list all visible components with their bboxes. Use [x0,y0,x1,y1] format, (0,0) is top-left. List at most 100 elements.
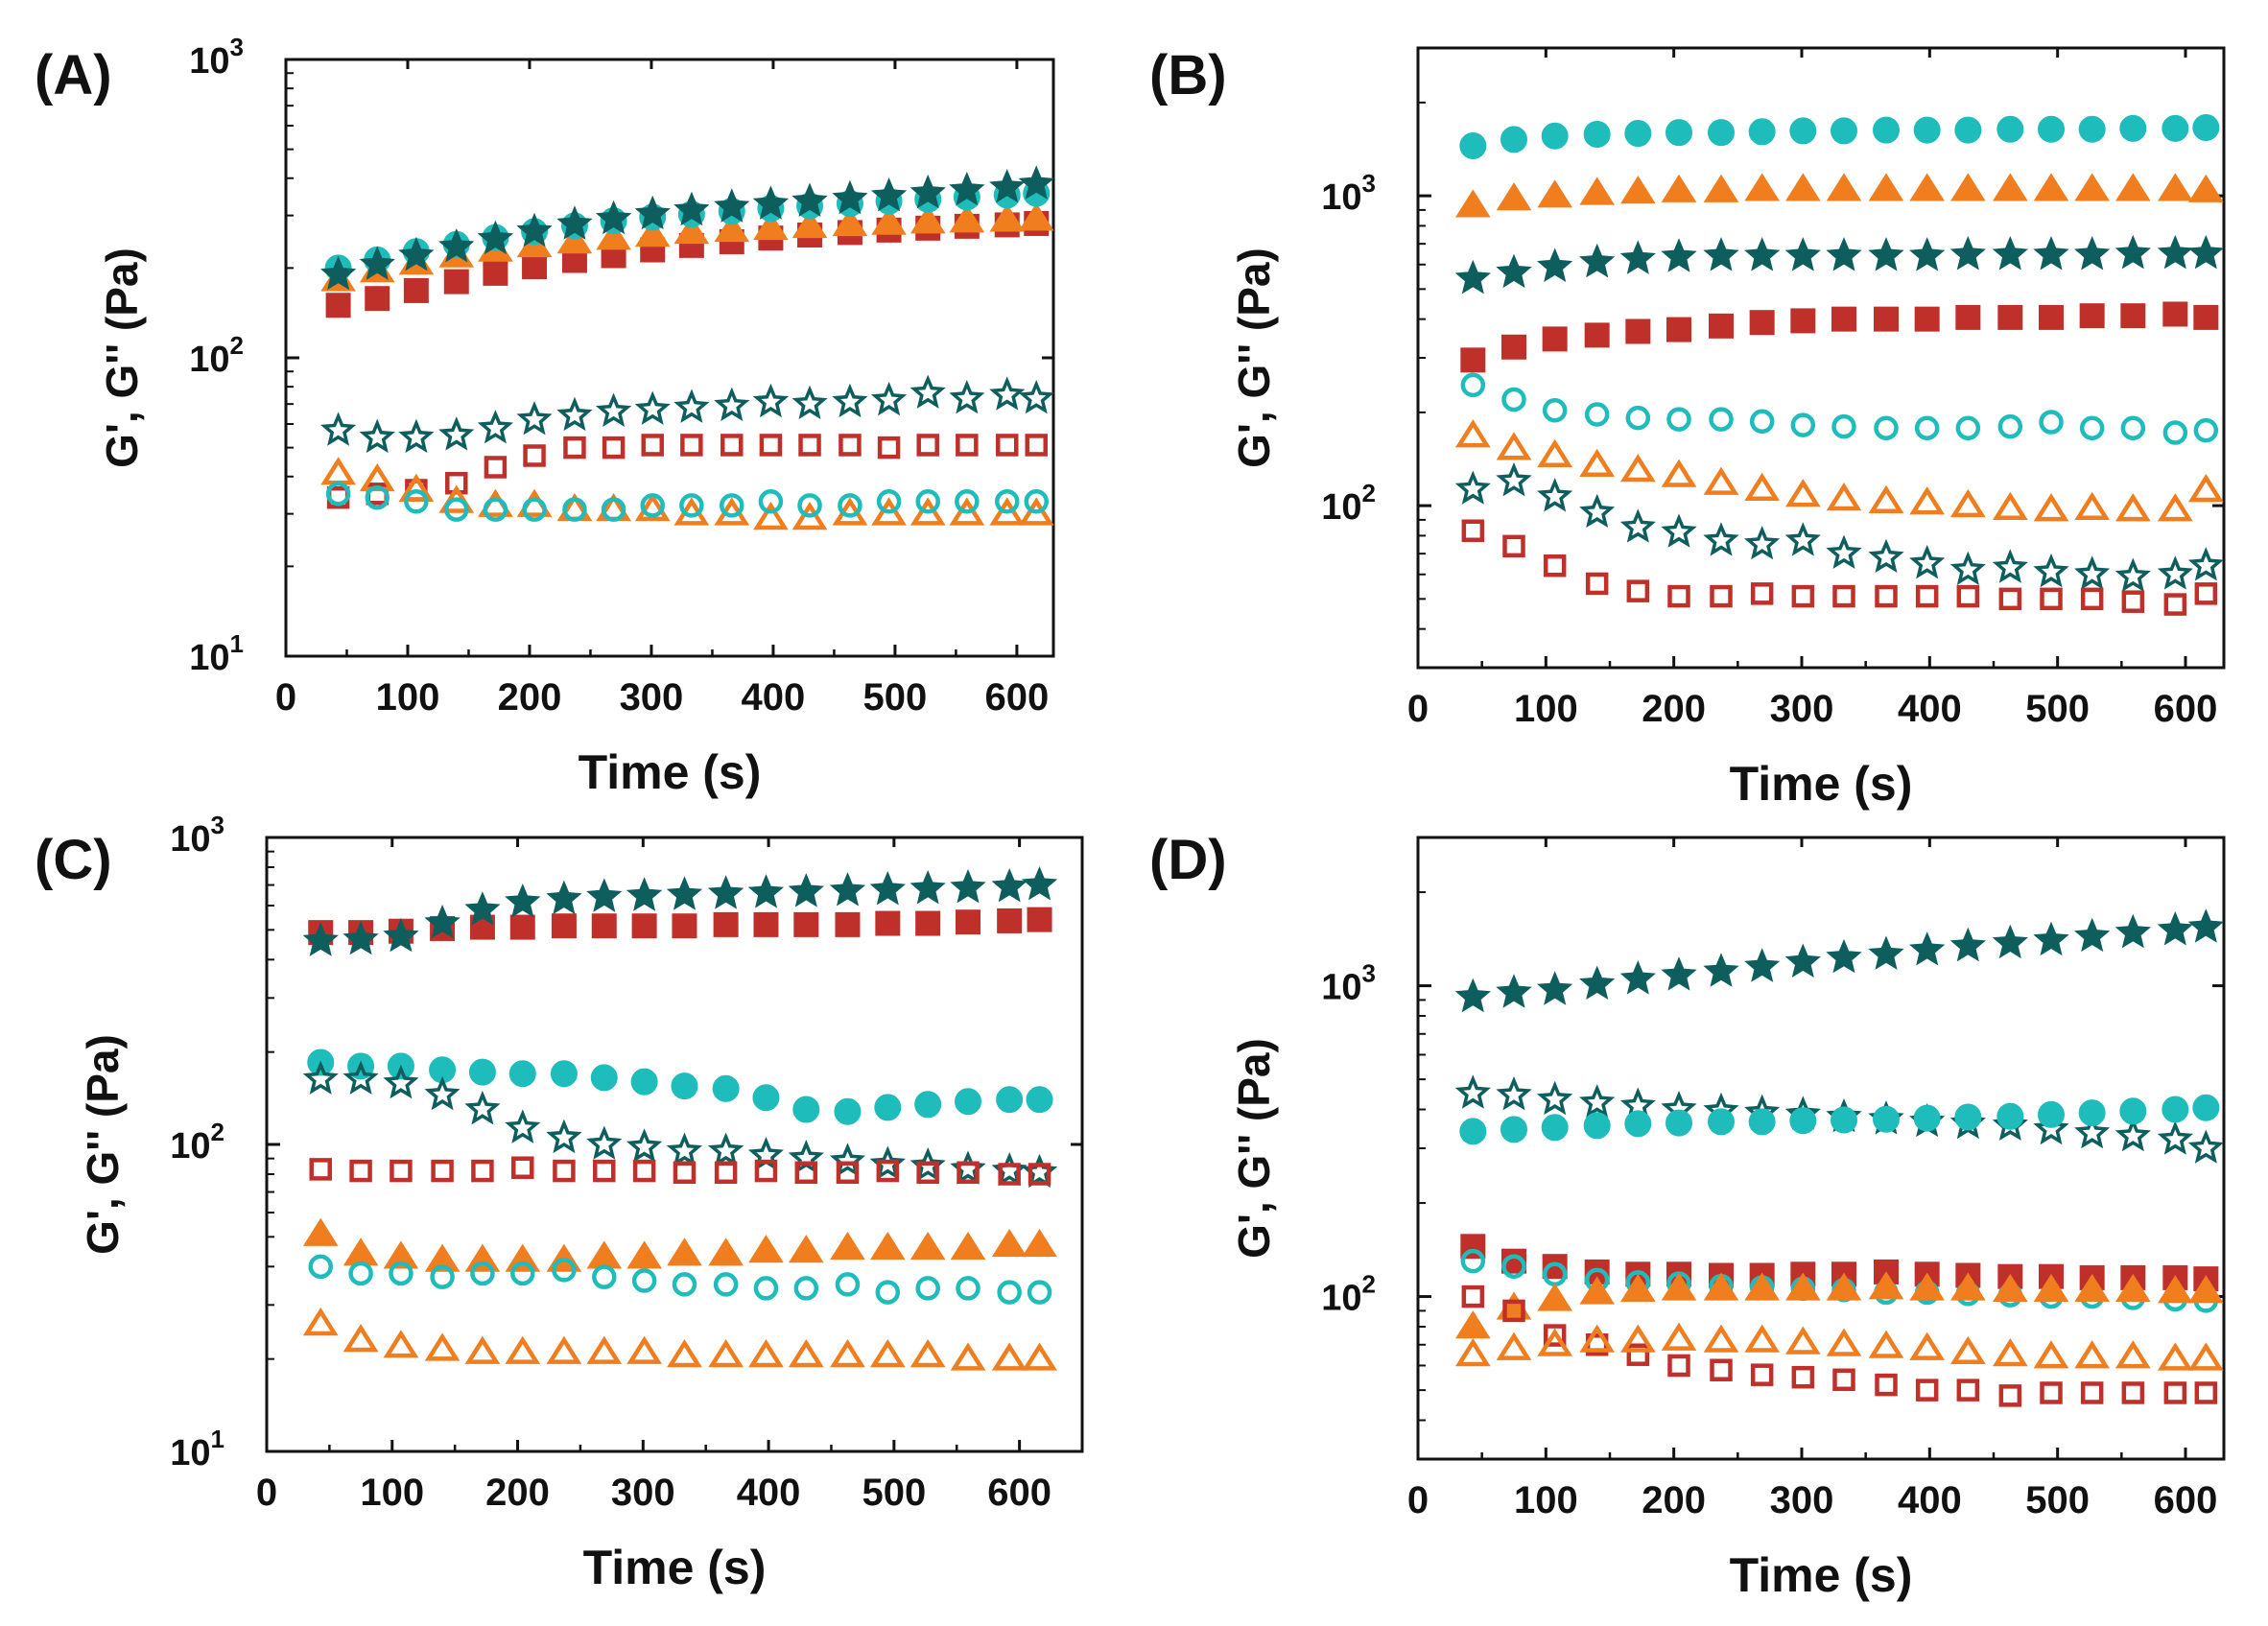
x-tick-label: 0 [1407,1479,1429,1521]
data-point-square [593,1159,616,1183]
data-point-star [2074,555,2111,590]
data-point-triangle [2033,1340,2069,1369]
data-point-star [714,387,750,421]
data-point-circle [1541,1114,1569,1142]
data-point-circle [1500,126,1527,153]
data-point-triangle [1826,483,1862,511]
data-point-star [1784,237,1821,271]
data-point-square [1626,1343,1650,1366]
data-point-triangle [1537,179,1572,208]
y-tick-base: 10 [1321,177,1361,218]
x-tick-label: 100 [1514,1479,1578,1521]
data-point-star [707,1132,744,1166]
data-point-star [1784,522,1821,556]
data-point-star [1579,493,1616,529]
data-point-circle [2192,114,2220,142]
data-point-circle [1789,1107,1817,1135]
data-point-triangle [2033,1273,2069,1302]
data-point-triangle [2188,1275,2224,1304]
data-point-star [1018,379,1054,414]
panel-label: (D) [1149,829,1227,891]
data-point-square [325,293,351,318]
data-point-square [1749,310,1775,336]
data-point-triangle [2115,1273,2151,1302]
y-tick-exponent: 3 [230,33,244,61]
data-point-square [714,1161,738,1185]
x-tick-label: 300 [1770,688,1834,730]
data-point-square [1791,584,1815,608]
x-axis-label: Time (s) [583,1541,767,1594]
data-point-star [586,1125,623,1160]
data-point-star [1826,534,1862,569]
data-point-square [794,1161,818,1185]
data-point-circle [1026,1086,1053,1114]
data-point-star [1744,525,1781,560]
data-point-circle [2193,417,2219,443]
data-point-circle [835,1272,861,1297]
data-point-triangle [586,1335,623,1364]
x-tick-label: 500 [2025,1479,2090,1521]
data-point-circle [1584,402,1610,427]
data-point-triangle [2114,1340,2151,1369]
data-point-circle [444,497,469,522]
data-point-circle [1583,120,1611,148]
y-tick-exponent: 1 [211,1425,224,1453]
data-point-circle [758,488,784,514]
plot-frame [284,58,1055,658]
data-point-star [1661,238,1697,272]
data-point-square [522,254,548,280]
data-point-circle [753,1276,779,1301]
data-point-star [989,169,1026,203]
data-point-star [424,1075,461,1111]
data-point-star [634,390,671,425]
data-point-circle [915,488,940,514]
x-tick-label: 600 [2154,688,2218,730]
y-tick-base: 10 [1321,1279,1361,1319]
data-point-star [2187,1129,2224,1164]
data-point-triangle [1454,1337,1491,1367]
y-axis-label: G', G'' (Pa) [1229,1038,1279,1259]
data-point-square [793,911,819,937]
data-point-circle [876,488,902,514]
data-point-square [1543,554,1567,577]
data-point-star [516,401,553,436]
data-point-star [477,410,514,444]
data-point-triangle [1785,1272,1821,1301]
panel-label: (A) [35,44,112,106]
data-point-triangle [505,1335,541,1364]
data-point-star [1537,247,1573,283]
data-point-triangle [383,1330,419,1358]
data-point-circle [2120,415,2146,440]
data-point-triangle [1455,189,1491,218]
data-point-triangle [1703,174,1739,202]
data-point-circle [630,1068,658,1096]
data-point-circle [2192,1094,2220,1121]
data-point-circle [1459,1118,1487,1145]
data-point-circle [2039,410,2064,435]
data-point-star [910,174,946,209]
data-point-triangle [667,1237,702,1266]
data-point-circle [1541,122,1569,150]
series-orange-triangle-open [302,1307,1057,1371]
data-point-triangle [869,1339,906,1368]
data-point-triangle [634,219,671,247]
data-point-star [1992,236,2028,271]
data-point-square [1626,579,1650,602]
data-point-triangle [1992,1337,2028,1367]
y-tick-label: 103 [1321,169,1376,218]
data-point-triangle [1661,174,1697,202]
data-point-square [2194,582,2218,605]
data-point-triangle [788,1235,824,1263]
data-point-circle [1501,387,1526,412]
data-point-circle [1790,412,1816,437]
data-point-triangle [1868,173,1904,201]
data-point-triangle [1868,1330,1904,1358]
data-point-triangle [2157,493,2193,522]
data-point-star [1619,508,1656,543]
data-point-circle [1459,131,1487,159]
data-point-triangle [586,1240,623,1269]
data-point-triangle [667,1339,702,1368]
data-point-triangle [2157,1342,2193,1371]
series-cyan-circle-filled [1459,1094,2220,1145]
data-point-star [359,246,395,280]
